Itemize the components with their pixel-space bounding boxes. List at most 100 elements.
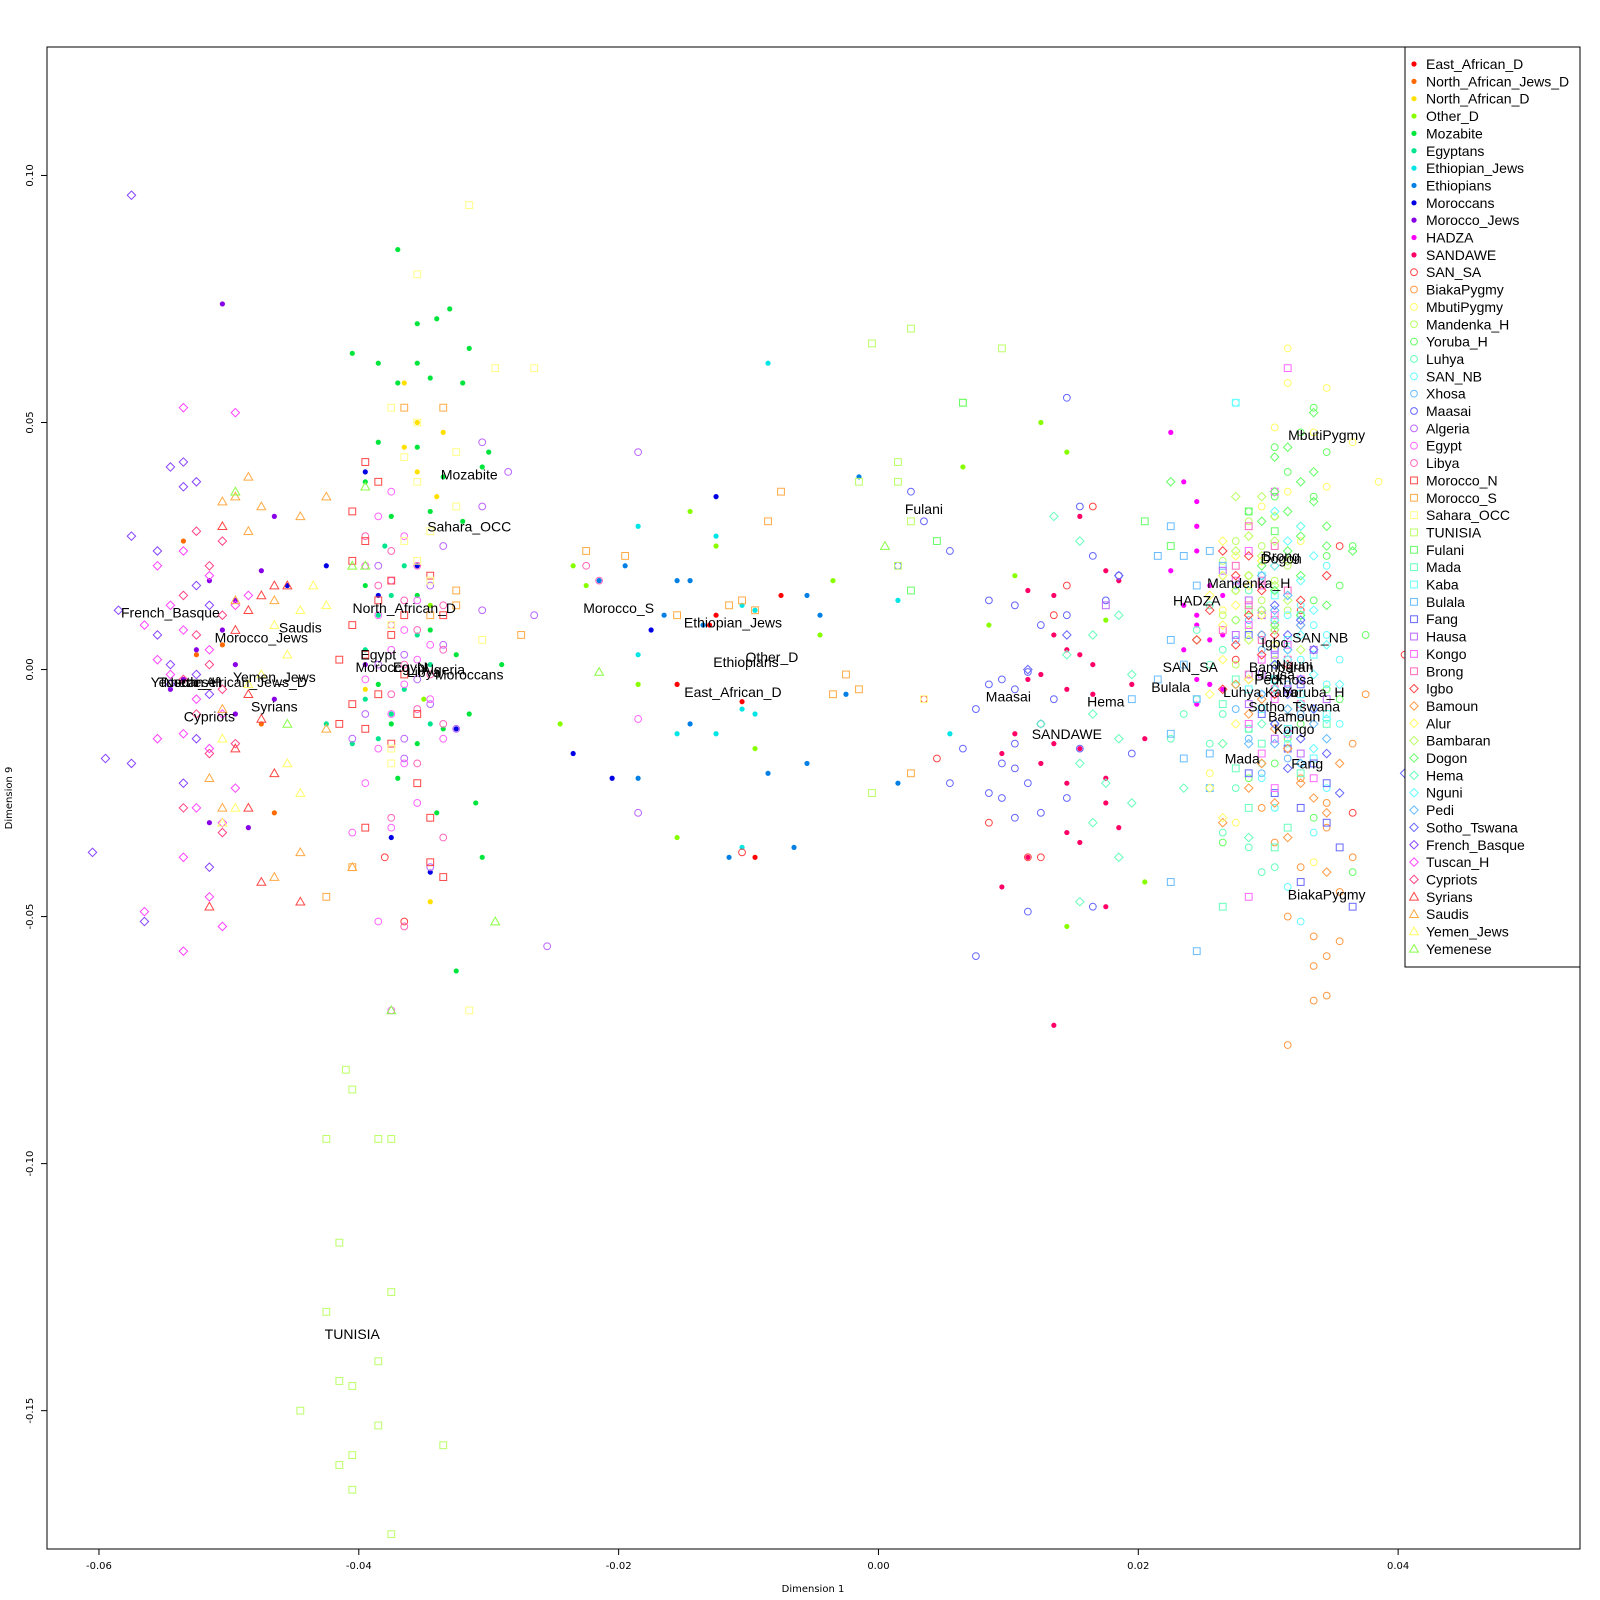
legend-label: Morocco_Jews [1426,212,1519,228]
legend-item: BiakaPygmy [1410,282,1504,298]
data-point [204,560,215,571]
legend-item: Yoruba_H [1410,334,1488,350]
data-point [739,699,745,705]
data-point [401,563,407,569]
legend-item: Morocco_N [1410,472,1498,488]
data-point [1194,676,1200,683]
legend-label: Morocco_N [1426,472,1498,488]
data-point [777,487,785,496]
legend-label: Fulani [1426,542,1464,558]
data-point [1243,634,1254,645]
group-label: HADZA [1173,592,1221,608]
data-point [374,690,383,699]
data-point [180,676,187,683]
data-point [1348,902,1357,911]
legend-item: Fulani [1410,542,1464,558]
data-point [1308,704,1319,714]
legend-label: Dogon [1426,750,1467,766]
data-point [1113,610,1124,621]
data-point [1282,555,1293,566]
data-point [388,834,394,841]
data-point [1295,630,1306,640]
group-label: Yoruba_H [1283,684,1345,700]
legend-marker [1408,926,1420,936]
data-point [1257,571,1266,580]
data-point [1036,853,1045,862]
legend-label: French_Basque [1426,837,1525,853]
data-point [87,847,98,858]
data-point [479,854,485,860]
data-point [439,403,448,412]
data-point [362,582,368,589]
data-point [1010,739,1019,748]
data-point [193,652,200,658]
legend-item: Egypt [1410,438,1462,454]
legend-label: Bamoun [1426,698,1478,714]
data-point [1309,645,1318,654]
data-point [1322,823,1331,832]
legend-label: TUNISIA [1426,524,1482,540]
data-point [295,896,306,906]
legend-label: Brong [1426,663,1463,679]
data-point [204,570,215,581]
data-point [726,854,732,860]
legend-marker [1409,787,1419,798]
data-point [634,808,643,817]
legend-label: North_African_Jews_D [1426,73,1569,89]
data-point [374,596,383,605]
data-point [1244,724,1253,733]
group-label: MbutiPygmy [1288,427,1365,443]
data-point [1051,1022,1057,1028]
data-point [282,718,293,728]
data-point [1205,784,1214,793]
data-point [1231,680,1240,689]
group-label: TUNISIA [325,1326,381,1342]
data-point [165,600,176,611]
data-point [152,546,163,556]
data-point [1256,610,1267,621]
data-point [1064,780,1070,786]
data-point [387,403,396,412]
data-point [426,640,435,649]
data-point [152,630,163,640]
legend-marker [1409,753,1419,763]
data-point [321,599,332,610]
data-point [1270,789,1279,797]
series-ethiopian-jews [635,360,953,851]
data-point [1270,443,1279,452]
data-point [348,1451,357,1460]
data-point [1269,506,1280,517]
legend-item: Egyptans [1411,143,1484,159]
data-point [1269,625,1280,635]
legend-item: Morocco_S [1410,490,1497,506]
x-tick-label: 0.04 [1387,1561,1409,1572]
data-point [1243,550,1254,561]
legend-label: Kaba [1426,577,1459,593]
group-label: SAN_SA [1163,659,1219,675]
y-tick-label: 0.00 [25,658,36,680]
data-point [1347,546,1358,556]
data-point [1270,616,1279,625]
data-point [1295,521,1306,532]
data-point [1269,684,1280,695]
legend-label: Bambaran [1426,733,1491,749]
series-maasai [894,393,1136,961]
data-point [1218,626,1227,634]
legend-label: Nguni [1426,785,1463,801]
legend-label: Luhya [1426,351,1464,367]
data-point [206,820,212,826]
data-point [427,721,433,727]
data-point [413,596,422,605]
data-point [1283,561,1292,570]
data-point [1283,744,1292,753]
data-point [322,892,331,901]
series-algeria [348,438,643,951]
data-point [1256,649,1267,660]
data-point [427,899,433,905]
data-point [1204,605,1215,616]
data-point [1270,542,1279,550]
data-point [243,604,254,615]
data-point [427,661,433,668]
data-point [243,688,254,699]
data-point [1257,774,1266,783]
